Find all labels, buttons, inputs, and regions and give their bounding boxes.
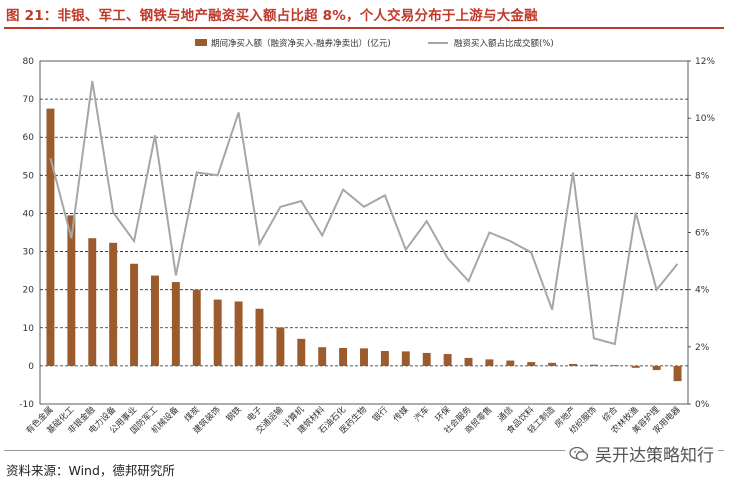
bar xyxy=(485,359,494,366)
y-right-tick-label: 2% xyxy=(695,343,710,353)
bar xyxy=(631,365,640,368)
bar xyxy=(109,242,118,366)
legend-label-line: 融资买入额占比成交额(%) xyxy=(454,38,554,49)
bar xyxy=(401,351,410,366)
x-category-label: 传媒 xyxy=(391,404,411,424)
bar xyxy=(46,108,55,366)
y-right-tick-label: 6% xyxy=(695,229,710,239)
bar xyxy=(527,362,536,366)
bar xyxy=(234,301,243,366)
bar xyxy=(255,308,264,366)
y-left-tick-label: 40 xyxy=(23,209,35,219)
figure-title: 图 21：非银、军工、钢铁与地产融资买入额占比超 8%，个人交易分布于上游与大金… xyxy=(6,8,538,24)
y-left-tick-label: 70 xyxy=(23,95,35,105)
bar xyxy=(380,351,389,366)
bar xyxy=(213,299,222,366)
y-left-tick-label: 20 xyxy=(23,286,35,296)
bar xyxy=(569,363,578,366)
chart: -10010203040506070800%2%4%6%8%10%12%有色金属… xyxy=(19,38,715,436)
y-right-tick-label: 10% xyxy=(695,114,715,124)
bar xyxy=(150,275,159,366)
y-left-tick-label: -10 xyxy=(19,400,34,410)
bar xyxy=(192,289,201,366)
y-right-tick-label: 0% xyxy=(695,400,710,410)
legend-label-bar: 期间净买入额（融资净买入-融券净卖出）(亿元) xyxy=(211,38,391,49)
x-category-label: 汽车 xyxy=(412,404,432,424)
y-right-tick-label: 4% xyxy=(695,286,710,296)
bar xyxy=(610,365,619,366)
wechat-icon xyxy=(569,446,589,461)
y-left-tick-label: 10 xyxy=(23,324,35,334)
bar xyxy=(464,357,473,366)
y-right-tick-label: 12% xyxy=(695,57,715,67)
bottom-rule xyxy=(4,450,724,451)
ratio-line xyxy=(49,80,679,346)
bar xyxy=(339,347,348,366)
bar xyxy=(673,365,682,382)
watermark-text: 吴开达策略知行 xyxy=(595,446,714,466)
bar xyxy=(506,360,515,366)
bar xyxy=(548,362,557,366)
y-left-tick-label: 80 xyxy=(23,57,35,67)
bar xyxy=(652,365,661,371)
y-left-tick-label: 50 xyxy=(23,171,35,181)
title-rule xyxy=(4,27,724,29)
watermark: 吴开达策略知行 xyxy=(565,441,718,466)
bar xyxy=(443,354,452,366)
bar xyxy=(276,327,285,366)
y-left-tick-label: 0 xyxy=(28,362,34,372)
bar xyxy=(67,215,76,366)
bar xyxy=(171,282,180,366)
source-note: 资料来源：Wind，德邦研究所 xyxy=(6,463,175,478)
bar xyxy=(88,238,97,366)
legend-swatch-bar xyxy=(195,39,207,46)
y-left-tick-label: 60 xyxy=(23,133,35,143)
y-left-tick-label: 30 xyxy=(23,248,35,258)
bar xyxy=(297,338,306,366)
x-category-label: 银行 xyxy=(370,404,390,424)
bar xyxy=(422,352,431,366)
bar xyxy=(318,347,327,366)
bar xyxy=(589,364,598,366)
y-right-tick-label: 8% xyxy=(695,171,710,181)
x-category-label: 钢铁 xyxy=(224,404,244,424)
bar xyxy=(360,348,368,366)
bar xyxy=(130,263,139,366)
